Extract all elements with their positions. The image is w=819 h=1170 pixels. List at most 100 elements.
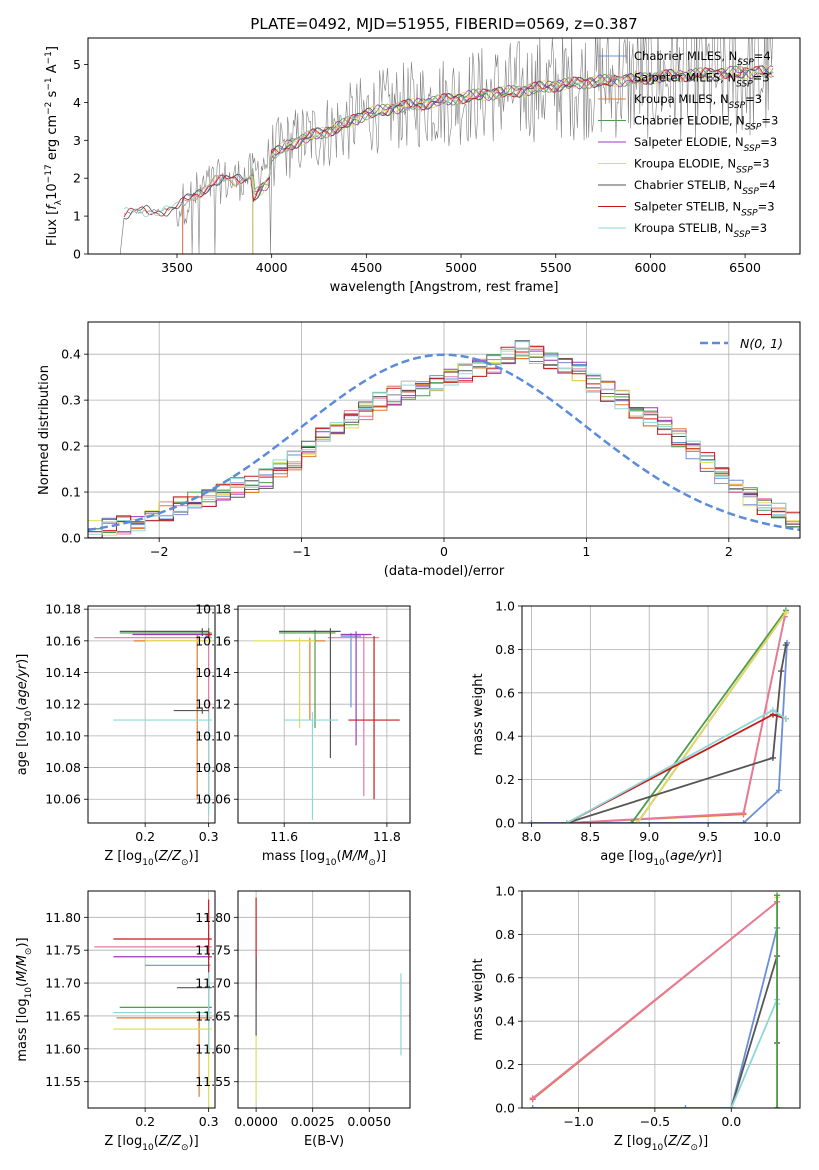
age-weight-marker bbox=[769, 707, 776, 714]
z-mass-ytick-label: 11.70 bbox=[45, 976, 81, 991]
age-weight-marker bbox=[778, 668, 785, 675]
z-age-ytick-label: 10.08 bbox=[45, 760, 81, 775]
z-age-xtick-label: 0.2 bbox=[135, 829, 155, 844]
z-weight-xtick-label: −1.0 bbox=[563, 1114, 593, 1129]
spectrum-xtick-label: 5000 bbox=[445, 260, 477, 275]
spectrum-xtick-label: 5500 bbox=[540, 260, 572, 275]
age-weight-marker bbox=[769, 754, 776, 761]
z-mass-axes: 0.2 0.3 11.55 11.60 11.65 11.70 11.75 11.80 bbox=[45, 891, 219, 1129]
z-weight-xtick-label: −0.5 bbox=[640, 1114, 670, 1129]
mass-age-frame bbox=[237, 605, 411, 824]
age-weight-marker bbox=[782, 609, 789, 616]
age-weight-marker bbox=[563, 820, 570, 823]
z-weight-ytick-label: 0.8 bbox=[495, 927, 515, 942]
mass-age-ytick-label: 10.10 bbox=[195, 728, 231, 743]
age-weight-marker bbox=[628, 820, 635, 823]
spectrum-model-line bbox=[252, 65, 774, 254]
gaussian-legend-label: N(0, 1) bbox=[740, 336, 783, 351]
spectrum-model-line bbox=[123, 65, 772, 218]
age-weight-series-line bbox=[630, 609, 787, 823]
residuals-xtick-label: −2 bbox=[150, 544, 168, 559]
mass-age-ytick-label: 10.16 bbox=[195, 633, 231, 648]
age-weight-marker bbox=[634, 820, 641, 823]
z-age-ytick-label: 10.12 bbox=[45, 697, 81, 712]
ebv-mass-xtick-label: 0.0025 bbox=[291, 1114, 335, 1129]
spectrum-data-edge bbox=[119, 217, 125, 254]
z-age-axes: 0.2 0.3 10.06 10.08 10.10 10.12 10.14 10.16 10.1… bbox=[45, 602, 218, 844]
z-age-ytick-label: 10.18 bbox=[45, 602, 81, 617]
age-weight-xtick-label: 8.5 bbox=[580, 829, 600, 844]
z-weight-marker bbox=[529, 1105, 536, 1108]
spectrum-ytick-label: 5 bbox=[73, 57, 81, 72]
mass-age-ytick-label: 10.08 bbox=[195, 760, 231, 775]
ebv-mass-ytick-label: 11.65 bbox=[195, 1008, 231, 1023]
ebv-mass-xlabel: E(B-V) bbox=[304, 1134, 344, 1149]
z-age-ylabel: age [log10(age/yr)] bbox=[15, 654, 34, 776]
residuals-frame bbox=[87, 321, 801, 539]
spectrum-xtick-label: 4000 bbox=[256, 260, 288, 275]
residual-hist-step bbox=[88, 340, 800, 533]
z-weight-series-line bbox=[730, 955, 778, 1108]
spectrum-data-line bbox=[123, 38, 773, 254]
residuals-xlabel: (data-model)/error bbox=[384, 564, 505, 579]
age-weight-marker bbox=[740, 810, 747, 817]
z-age-xtick-label: 0.3 bbox=[199, 829, 219, 844]
z-mass-ytick-label: 11.60 bbox=[45, 1041, 81, 1056]
age-weight-xtick-label: 9.5 bbox=[698, 829, 718, 844]
z-weight-xtick-label: 0.0 bbox=[721, 1114, 741, 1129]
mass-age-ytick-label: 10.06 bbox=[195, 792, 231, 807]
z-mass-frame bbox=[87, 890, 216, 1109]
residuals-ytick-label: 0.4 bbox=[61, 347, 81, 362]
age-weight-ytick-label: 0.2 bbox=[495, 772, 515, 787]
mass-age-axes: 11.6 11.8 10.06 10.08 10.10 10.12 10.14 10.16 10… bbox=[195, 602, 410, 844]
z-mass-xtick-label: 0.2 bbox=[135, 1114, 155, 1129]
spectrum-legend-label: Salpeter ELODIE, NSSP=3 bbox=[634, 135, 777, 154]
z-weight-xlabel: Z [log10(Z/Z⊙)] bbox=[614, 1134, 708, 1153]
spectrum-xtick-label: 6500 bbox=[729, 260, 761, 275]
spectrum-ylabel: Flux [fλ10−17 erg cm−2 s−1 A−1] bbox=[44, 46, 64, 246]
z-mass-ytick-label: 11.80 bbox=[45, 910, 81, 925]
spectrum-ytick-label: 0 bbox=[73, 247, 81, 262]
age-weight-series-line bbox=[566, 616, 786, 823]
spectrum-xtick-label: 3500 bbox=[161, 260, 193, 275]
mass-age-xlabel: mass [log10(M/M⊙)] bbox=[262, 849, 386, 868]
mass-age-ytick-label: 10.18 bbox=[195, 602, 231, 617]
z-weight-series-line bbox=[532, 927, 778, 1108]
spectrum-ytick-label: 4 bbox=[73, 95, 81, 110]
ebv-mass-xtick-label: 0.0000 bbox=[234, 1114, 278, 1129]
spectrum-legend-label: Chabrier ELODIE, NSSP=3 bbox=[634, 114, 778, 133]
age-weight-marker bbox=[782, 642, 789, 649]
age-weight-ytick-label: 1.0 bbox=[495, 599, 515, 614]
residuals-xtick-label: 0 bbox=[440, 544, 448, 559]
age-weight-ytick-label: 0.4 bbox=[495, 729, 515, 744]
z-age-frame bbox=[87, 605, 216, 824]
z-mass-xlabel: Z [log10(Z/Z⊙)] bbox=[104, 1134, 198, 1153]
z-weight-marker bbox=[682, 1105, 689, 1108]
age-weight-marker bbox=[775, 787, 782, 794]
residuals-xtick-label: −1 bbox=[292, 544, 310, 559]
z-weight-ytick-label: 0.6 bbox=[495, 970, 515, 985]
age-weight-series-line bbox=[531, 642, 788, 823]
age-weight-ytick-label: 0.8 bbox=[495, 642, 515, 657]
z-weight-frame bbox=[521, 890, 801, 1109]
z-mass-ytick-label: 11.65 bbox=[45, 1008, 81, 1023]
age-weight-ytick-label: 0.0 bbox=[495, 816, 515, 831]
spectrum-legend-label: Kroupa MILES, NSSP=3 bbox=[634, 92, 762, 111]
spectrum-xtick-label: 6000 bbox=[634, 260, 666, 275]
residuals-ytick-label: 0.2 bbox=[61, 439, 81, 454]
age-weight-series-line bbox=[636, 611, 787, 823]
z-age-ytick-label: 10.10 bbox=[45, 728, 81, 743]
residual-hist-step bbox=[88, 341, 800, 535]
mass-age-xtick-label: 11.6 bbox=[270, 829, 298, 844]
residuals-ytick-label: 0.3 bbox=[61, 393, 81, 408]
ebv-mass-frame bbox=[237, 890, 411, 1109]
z-weight-series-line bbox=[532, 901, 778, 1099]
spectrum-ytick-label: 1 bbox=[73, 209, 81, 224]
residuals-xtick-label: 1 bbox=[582, 544, 590, 559]
spectrum-frame bbox=[87, 37, 801, 255]
gaussian-curve bbox=[88, 353, 800, 532]
spectrum-xlabel: wavelength [Angstrom, rest frame] bbox=[330, 280, 559, 295]
ebv-mass-ytick-label: 11.80 bbox=[195, 910, 231, 925]
z-weight-marker bbox=[774, 1105, 781, 1108]
spectrum-legend-label: Salpeter STELIB, NSSP=3 bbox=[634, 200, 775, 219]
